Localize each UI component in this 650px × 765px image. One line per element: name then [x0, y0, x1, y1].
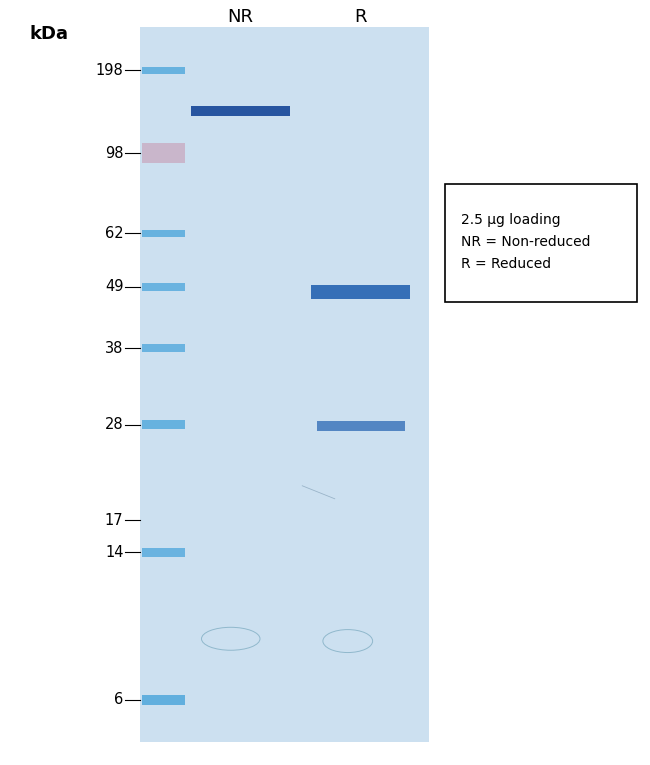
Text: kDa: kDa	[29, 25, 68, 44]
Bar	[191, 106, 290, 116]
Bar	[317, 421, 405, 431]
Bar	[142, 230, 185, 237]
Text: 98: 98	[105, 145, 124, 161]
Text: 198: 198	[96, 63, 124, 78]
Bar	[142, 548, 185, 557]
Text: 28: 28	[105, 417, 124, 432]
Bar	[142, 344, 185, 352]
Bar	[142, 283, 185, 291]
Bar	[140, 27, 429, 742]
Bar	[311, 285, 411, 299]
Bar	[142, 695, 185, 705]
Text: 49: 49	[105, 279, 124, 295]
Text: 17: 17	[105, 513, 124, 528]
Text: 62: 62	[105, 226, 124, 241]
Bar	[142, 143, 185, 162]
Text: R: R	[354, 8, 367, 26]
Bar	[142, 421, 185, 428]
Text: 38: 38	[105, 340, 124, 356]
Text: 6: 6	[114, 692, 124, 708]
Text: 2.5 μg loading
NR = Non-reduced
R = Reduced: 2.5 μg loading NR = Non-reduced R = Redu…	[461, 213, 590, 271]
Text: NR: NR	[227, 8, 254, 26]
Bar	[142, 67, 185, 74]
Bar	[445, 184, 637, 302]
Text: 14: 14	[105, 545, 124, 560]
